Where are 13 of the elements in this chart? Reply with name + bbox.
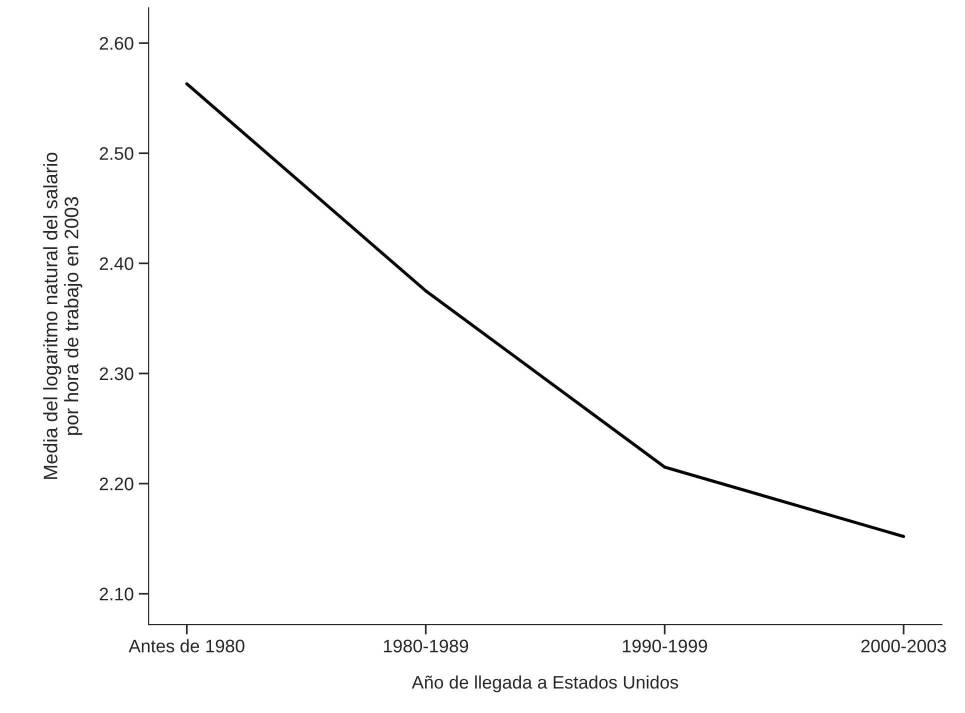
y-tick-label: 2.60: [100, 37, 134, 50]
y-tick-label: 2.10: [100, 588, 134, 600]
x-axis-title: Año de llegada a Estados Unidos: [412, 675, 678, 692]
x-tick-label: 1980-1989: [384, 640, 468, 652]
x-tick-label: 1990-1999: [622, 640, 708, 652]
y-tick-label: 2.40: [100, 257, 134, 270]
line-series: [185, 82, 906, 538]
y-tick-label: 2.50: [100, 147, 134, 160]
y-axis-title: Media del logaritmo natural del salario por hora de trabajo en 2003: [43, 152, 82, 479]
y-tick-label: 2.20: [100, 478, 134, 490]
y-tick-label: 2.30: [100, 367, 134, 380]
x-tick-label: Antes de 1980: [128, 639, 244, 652]
x-tick-label: 2000-2003: [861, 640, 946, 652]
